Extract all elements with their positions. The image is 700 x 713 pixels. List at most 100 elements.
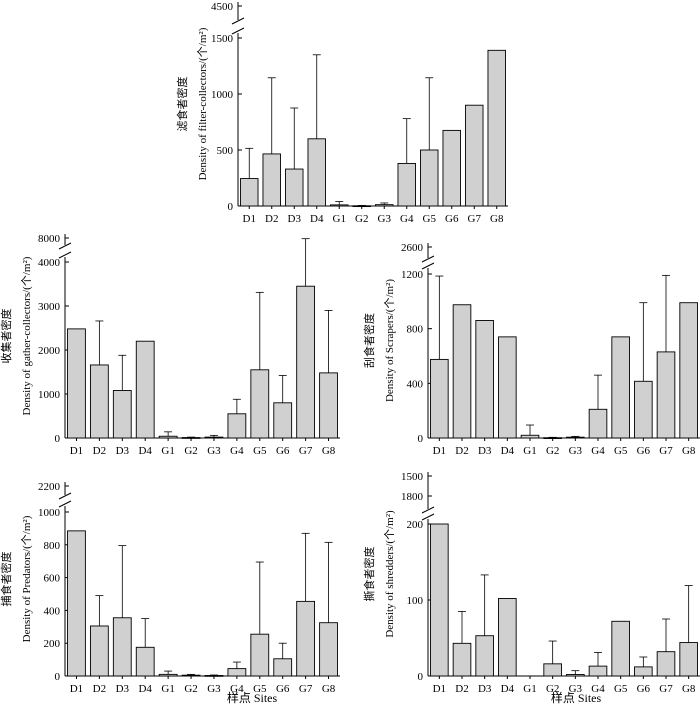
x-tick-label-G2: G2 [184, 445, 197, 457]
x-tick-label-G8: G8 [322, 683, 336, 695]
bar-G4 [397, 162, 416, 207]
y-axis-title-en: Density of shredders/(个/m²) [383, 510, 396, 638]
y-axis-title-en: Density of Predators/(个/m²) [20, 515, 33, 642]
bar-D1 [67, 530, 86, 677]
axis-break-mark [58, 242, 72, 250]
y-tick-label-break: 8000 [38, 233, 61, 245]
bar-D2 [452, 304, 472, 439]
x-tick-label-D2: D2 [93, 683, 106, 695]
bar-D2 [452, 642, 472, 677]
y-tick-label: 400 [407, 378, 424, 390]
bar-D4 [135, 646, 155, 677]
x-tick-label-D2: D2 [455, 683, 468, 695]
bar-D1 [67, 328, 86, 439]
y-tick-label: 800 [44, 540, 61, 552]
x-tick-label-G8: G8 [682, 683, 696, 695]
bar-G8 [679, 642, 698, 677]
x-tick-label-D3: D3 [116, 445, 130, 457]
x-tick-label-G1: G1 [333, 213, 346, 225]
x-tick-label-G4: G4 [591, 683, 605, 695]
y-tick-label-break: 1800 [401, 491, 424, 503]
bar-G7 [656, 351, 676, 439]
x-tick-label-G3: G3 [569, 445, 583, 457]
bar-G3 [204, 436, 224, 439]
y-tick-label: 500 [217, 145, 234, 157]
bar-G5 [420, 149, 439, 207]
bar-G5 [250, 633, 270, 677]
bar-D3 [475, 320, 494, 439]
x-tick-label-G8: G8 [322, 445, 336, 457]
x-tick-label-D4: D4 [138, 445, 152, 457]
bar-D2 [89, 625, 109, 677]
x-tick-label-G4: G4 [230, 683, 244, 695]
axis-break-mark [58, 500, 72, 508]
x-tick-label-D3: D3 [116, 683, 130, 695]
y-tick-label-break: 2200 [38, 481, 61, 493]
x-tick-label-D4: D4 [501, 683, 515, 695]
y-axis-title-cn: 滤食者密度 [175, 77, 189, 132]
x-tick-label-G2: G2 [184, 683, 197, 695]
bar-G4 [588, 665, 608, 677]
y-tick-label: 1000 [211, 89, 234, 101]
x-tick-label-D1: D1 [433, 445, 446, 457]
x-tick-label-G6: G6 [445, 213, 459, 225]
bar-D2 [89, 364, 109, 439]
bar-G6 [273, 658, 293, 677]
bar-D4 [135, 340, 155, 439]
bar-G3 [566, 436, 585, 439]
panel-scrapers: 0 400 800 1200 2600 D1 D2 D3 D4 G1 G2 G3 G4 G5 G6 G7 G8 刮… [362, 242, 700, 457]
bar-G5 [611, 336, 630, 439]
bar-D3 [475, 635, 494, 677]
y-tick-label: 1200 [401, 269, 424, 281]
panel-predators: 0 200 400 600 800 1000 2200 D1 D2 D3 D4 G1 G2 G3 G4 G5 G… [0, 481, 340, 695]
x-tick-label-G5: G5 [614, 683, 628, 695]
x-tick-label-D3: D3 [478, 683, 492, 695]
x-tick-label-D1: D1 [243, 213, 256, 225]
x-tick-label-G5: G5 [423, 213, 437, 225]
y-axis-title-cn: 刮食者密度 [362, 313, 376, 368]
y-tick-label: 800 [407, 324, 424, 336]
bar-G7 [656, 651, 676, 677]
bar-G6 [634, 380, 653, 439]
y-tick-label: 3000 [38, 301, 61, 313]
y-axis-title-en: Density of filter-collectors/(个/m²) [196, 27, 209, 180]
x-tick-label-D4: D4 [501, 445, 515, 457]
y-tick-label: 1500 [211, 33, 234, 45]
axis-break-mark [58, 251, 72, 259]
x-tick-label-D1: D1 [433, 683, 446, 695]
bar-D1 [430, 523, 449, 677]
bar-G6 [634, 666, 653, 677]
y-tick-label: 200 [44, 638, 61, 650]
y-tick-label-break: 4500 [211, 1, 234, 13]
y-axis-title-en: Density of gather-collectors/(个/m²) [20, 256, 33, 415]
bar-G6 [442, 129, 461, 207]
x-tick-label-G7: G7 [299, 683, 313, 695]
x-tick-label-D3: D3 [478, 445, 492, 457]
bar-G2 [543, 663, 562, 677]
bar-D1 [430, 358, 449, 439]
x-tick-label-D2: D2 [265, 213, 278, 225]
axis-break-mark [421, 513, 435, 521]
panel-shredders: 0 100 200 1500 1800 D1 D2 D3 D4 G1 G2 G3 G4 G5 G6 G7 G8 撕… [362, 471, 700, 695]
x-tick-label-G6: G6 [637, 683, 651, 695]
bar-G7 [465, 104, 484, 207]
bar-G1 [520, 434, 540, 439]
axis-break-mark [231, 27, 245, 35]
bar-D4 [498, 336, 517, 439]
bar-D4 [498, 598, 517, 677]
axis-break-mark [231, 17, 245, 25]
bar-G5 [611, 620, 630, 677]
x-tick-label-G8: G8 [682, 445, 696, 457]
x-tick-label-G2: G2 [546, 683, 559, 695]
y-tick-label: 0 [55, 671, 61, 683]
x-tick-label-G8: G8 [490, 213, 504, 225]
bar-G2 [181, 674, 201, 677]
bar-G4 [227, 668, 247, 677]
y-axis-title-cn: 撕食者密度 [362, 547, 376, 602]
x-tick-label-D4: D4 [310, 213, 324, 225]
bar-G8 [679, 302, 698, 439]
bar-G8 [319, 372, 338, 439]
bar-D1 [240, 178, 259, 207]
